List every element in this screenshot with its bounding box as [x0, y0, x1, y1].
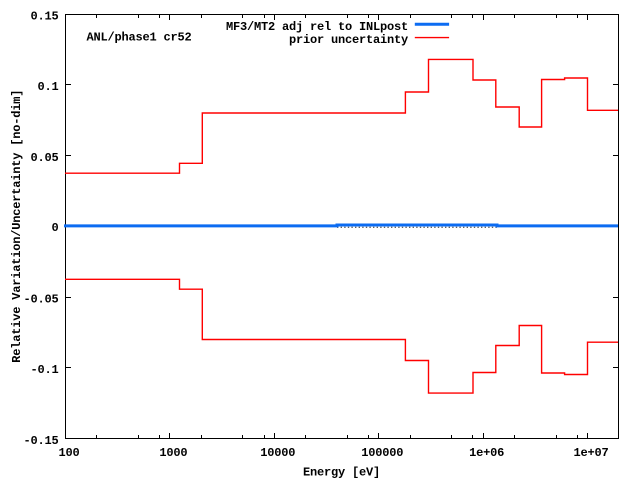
- svg-text:0.1: 0.1: [37, 80, 58, 94]
- svg-text:0.15: 0.15: [30, 10, 58, 24]
- svg-text:0.05: 0.05: [30, 151, 58, 165]
- svg-text:100: 100: [58, 446, 79, 460]
- svg-text:100000: 100000: [361, 446, 403, 460]
- svg-text:Relative Variation/Uncertainty: Relative Variation/Uncertainty [no-dim]: [10, 90, 24, 363]
- svg-text:10000: 10000: [260, 446, 295, 460]
- svg-text:-0.15: -0.15: [23, 434, 58, 448]
- svg-text:ANL/phase1 cr52: ANL/phase1 cr52: [87, 31, 192, 45]
- svg-text:Energy [eV]: Energy [eV]: [303, 465, 380, 479]
- svg-text:-0.1: -0.1: [30, 363, 58, 377]
- svg-text:MF3/MT2 adj rel to INLpost: MF3/MT2 adj rel to INLpost: [226, 20, 408, 34]
- svg-text:-0.05: -0.05: [23, 292, 58, 306]
- svg-text:0: 0: [51, 221, 58, 235]
- svg-text:1000: 1000: [159, 446, 187, 460]
- svg-text:1e+06: 1e+06: [469, 446, 504, 460]
- svg-text:prior uncertainty: prior uncertainty: [289, 33, 408, 47]
- svg-text:1e+07: 1e+07: [573, 446, 608, 460]
